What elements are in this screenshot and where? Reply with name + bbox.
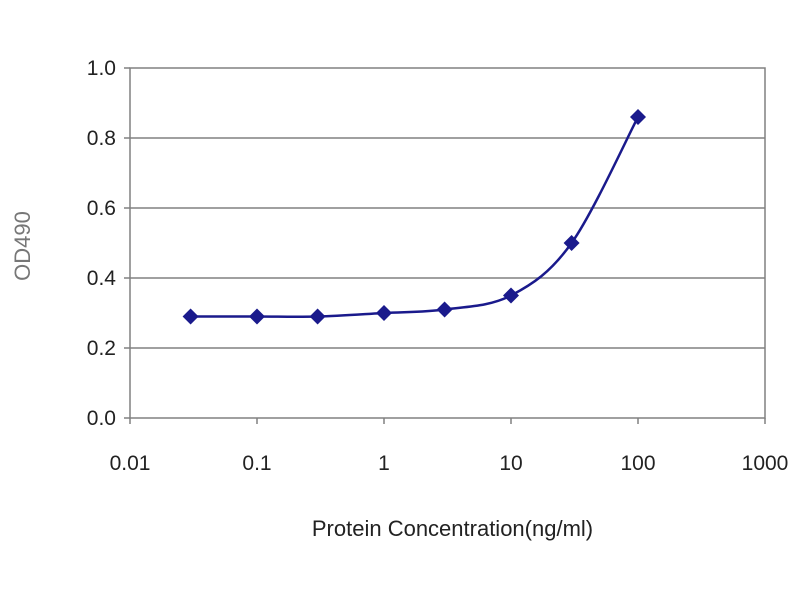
data-point-7 bbox=[630, 109, 646, 125]
data-point-2 bbox=[309, 308, 326, 325]
y-tick-label-2: 0.4 bbox=[87, 267, 117, 290]
y-axis-title: OD490 bbox=[10, 211, 35, 281]
data-point-0 bbox=[182, 308, 199, 325]
series-curve bbox=[190, 116, 640, 319]
x-tick-label-2: 1 bbox=[378, 452, 390, 475]
y-axis-ticks: 0.0 0.2 0.4 0.6 0.8 1.0 bbox=[87, 57, 130, 430]
y-tick-label-3: 0.6 bbox=[87, 197, 116, 220]
data-point-4 bbox=[436, 301, 453, 318]
plot-area bbox=[129, 67, 766, 419]
y-tick-label-4: 0.8 bbox=[87, 127, 116, 150]
y-tick-label-1: 0.2 bbox=[87, 337, 116, 360]
x-axis-title: Protein Concentration(ng/ml) bbox=[312, 516, 593, 541]
data-point-1 bbox=[249, 308, 265, 325]
data-point-5 bbox=[503, 287, 519, 304]
data-point-6 bbox=[563, 235, 580, 251]
x-tick-label-3: 10 bbox=[499, 452, 522, 475]
y-tick-label-0: 0.0 bbox=[87, 407, 116, 430]
x-tick-label-4: 100 bbox=[620, 452, 655, 475]
y-tick-label-5: 1.0 bbox=[87, 57, 116, 80]
gridlines bbox=[130, 137, 765, 349]
x-tick-label-0: 0.01 bbox=[110, 452, 151, 475]
x-tick-label-5: 1000 bbox=[742, 452, 789, 475]
x-axis-ticks: 0.01 0.1 1 10 100 1000 bbox=[110, 418, 789, 475]
x-tick-label-1: 0.1 bbox=[242, 452, 271, 475]
data-markers bbox=[182, 109, 646, 325]
data-point-3 bbox=[376, 305, 392, 321]
